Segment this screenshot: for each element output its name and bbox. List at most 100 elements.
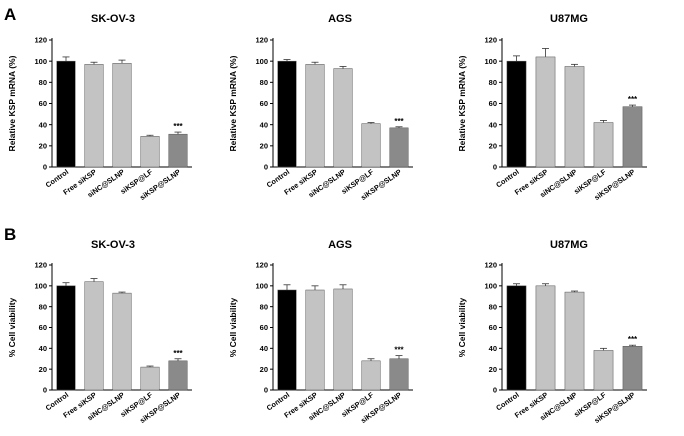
chart-title: AGS bbox=[328, 13, 352, 25]
y-tick-label: 40 bbox=[489, 120, 497, 129]
y-tick-label: 60 bbox=[39, 323, 47, 332]
panel-letter-a: A bbox=[4, 5, 16, 24]
significance-marker: *** bbox=[394, 346, 404, 355]
y-tick-label: 20 bbox=[489, 365, 497, 374]
bar-sinc-slnp bbox=[333, 288, 353, 391]
bar-sinc-slnp bbox=[564, 291, 585, 391]
y-tick-label: 100 bbox=[34, 57, 47, 66]
y-tick-label: 100 bbox=[34, 281, 47, 290]
bar-siksp-lf bbox=[593, 122, 614, 168]
y-tick-label: 120 bbox=[255, 261, 268, 270]
y-tick-label: 80 bbox=[260, 302, 268, 311]
y-tick-label: 40 bbox=[260, 344, 268, 353]
y-tick-label: 40 bbox=[489, 344, 497, 353]
bar-siksp-slnp bbox=[622, 346, 643, 391]
bar-free-siksp bbox=[535, 285, 556, 391]
charts-layer: SK-OV-3 Relative KSP mRNA (%) 0 20 40 60 80 100… bbox=[7, 13, 647, 425]
bar-siksp-slnp bbox=[168, 133, 188, 168]
bar-siksp-lf bbox=[361, 123, 381, 168]
y-tick-label: 120 bbox=[34, 36, 47, 45]
bar-control bbox=[277, 289, 297, 391]
y-tick-label: 0 bbox=[264, 386, 268, 395]
chart-title: SK-OV-3 bbox=[91, 13, 135, 25]
bar-control bbox=[506, 285, 527, 391]
y-tick-label: 60 bbox=[260, 323, 268, 332]
chart-title: SK-OV-3 bbox=[91, 239, 135, 251]
y-tick-label: 80 bbox=[489, 78, 497, 87]
y-tick-label: 0 bbox=[264, 163, 268, 172]
chart-b-ags: AGS% Cell viability020406080100120Contro… bbox=[228, 239, 413, 425]
y-tick-label: 0 bbox=[43, 163, 47, 172]
bar-siksp-lf bbox=[593, 350, 614, 391]
bar-siksp-slnp bbox=[168, 360, 188, 391]
chart-title: U87MG bbox=[550, 13, 588, 25]
y-tick-label: 40 bbox=[39, 344, 47, 353]
bar-siksp-slnp bbox=[389, 358, 409, 391]
bar-siksp-slnp bbox=[389, 127, 409, 168]
y-tick-label: 60 bbox=[489, 323, 497, 332]
bar-sinc-slnp bbox=[112, 63, 132, 168]
bar-siksp-lf bbox=[140, 136, 160, 168]
bar-free-siksp bbox=[84, 64, 104, 168]
y-tick-label: 20 bbox=[39, 365, 47, 374]
bar-control bbox=[56, 60, 76, 168]
y-tick-label: 60 bbox=[489, 99, 497, 108]
y-tick-label: 80 bbox=[260, 78, 268, 87]
y-tick-label: 80 bbox=[39, 302, 47, 311]
y-tick-label: 0 bbox=[43, 386, 47, 395]
y-tick-label: 120 bbox=[34, 261, 47, 270]
y-axis-label: Relative KSP mRNA (%) bbox=[457, 55, 467, 151]
y-tick-label: 100 bbox=[255, 281, 268, 290]
y-tick-label: 40 bbox=[260, 120, 268, 129]
y-tick-label: 20 bbox=[489, 141, 497, 150]
panel-letter-b: B bbox=[4, 225, 16, 244]
bar-free-siksp bbox=[305, 64, 325, 168]
bar-siksp-lf bbox=[361, 360, 381, 391]
chart-title: U87MG bbox=[550, 239, 588, 251]
significance-marker: *** bbox=[173, 122, 183, 131]
significance-marker: *** bbox=[628, 335, 638, 344]
y-tick-label: 80 bbox=[489, 302, 497, 311]
y-tick-label: 100 bbox=[484, 57, 497, 66]
y-tick-label: 60 bbox=[260, 99, 268, 108]
y-axis-label: Relative KSP mRNA (%) bbox=[228, 55, 238, 151]
bar-sinc-slnp bbox=[564, 66, 585, 168]
y-tick-label: 80 bbox=[39, 78, 47, 87]
chart-title: AGS bbox=[328, 239, 352, 251]
y-tick-label: 120 bbox=[255, 36, 268, 45]
bar-siksp-lf bbox=[140, 366, 160, 391]
y-axis-label: Relative KSP mRNA (%) bbox=[7, 55, 17, 151]
chart-b-u87mg: U87MG% Cell viability020406080100120Cont… bbox=[457, 239, 647, 425]
y-tick-label: 20 bbox=[260, 365, 268, 374]
chart-b-sk-ov-3: SK-OV-3% Cell viability020406080100120Co… bbox=[7, 239, 192, 425]
bar-sinc-slnp bbox=[333, 68, 353, 168]
y-tick-label: 60 bbox=[39, 99, 47, 108]
y-tick-label: 0 bbox=[493, 163, 497, 172]
bar-sinc-slnp bbox=[112, 292, 132, 391]
bar-free-siksp bbox=[305, 289, 325, 391]
bar-siksp-slnp bbox=[622, 106, 643, 168]
bar-control bbox=[506, 60, 527, 168]
significance-marker: *** bbox=[394, 117, 404, 126]
y-tick-label: 0 bbox=[493, 386, 497, 395]
y-axis-label: % Cell viability bbox=[7, 297, 17, 357]
bar-control bbox=[277, 60, 297, 168]
y-tick-label: 120 bbox=[484, 36, 497, 45]
y-tick-label: 100 bbox=[484, 281, 497, 290]
bar-control bbox=[56, 285, 76, 391]
chart-a-u87mg: U87MG Relative KSP mRNA (%) 0 20 40 60 80 100 12… bbox=[457, 13, 647, 202]
y-tick-label: 100 bbox=[255, 57, 268, 66]
significance-marker: *** bbox=[628, 95, 638, 104]
y-axis-label: % Cell viability bbox=[228, 297, 238, 357]
bar-free-siksp bbox=[535, 56, 556, 168]
chart-a-sk-ov-3: SK-OV-3 Relative KSP mRNA (%) 0 20 40 60 80 100… bbox=[7, 13, 192, 202]
y-tick-label: 20 bbox=[260, 141, 268, 150]
y-axis-label: % Cell viability bbox=[457, 297, 467, 357]
y-tick-label: 120 bbox=[484, 261, 497, 270]
bar-free-siksp bbox=[84, 281, 104, 391]
y-tick-label: 20 bbox=[39, 141, 47, 150]
y-tick-label: 40 bbox=[39, 120, 47, 129]
significance-marker: *** bbox=[173, 349, 183, 358]
